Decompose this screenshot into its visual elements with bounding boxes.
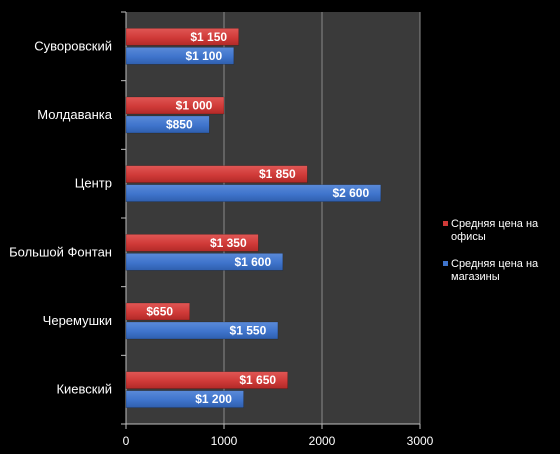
bar-offices bbox=[125, 165, 308, 183]
bar-offices bbox=[125, 302, 190, 321]
data-label: $1 600 bbox=[234, 255, 271, 269]
data-label: $1 100 bbox=[185, 49, 222, 63]
data-label: $1 150 bbox=[190, 30, 227, 44]
bar-offices bbox=[125, 96, 225, 115]
plot-area bbox=[126, 12, 420, 424]
category-label: Молдаванка bbox=[37, 107, 112, 122]
category-label: Суворовский bbox=[34, 38, 112, 53]
category-label: Большой Фонтан bbox=[9, 244, 112, 259]
x-tick-label: 1000 bbox=[211, 434, 238, 448]
legend-swatch bbox=[443, 261, 448, 266]
bar-shops bbox=[125, 184, 382, 202]
legend-label: Средняя цена на магазины bbox=[451, 258, 539, 283]
data-label: $1 650 bbox=[239, 373, 276, 387]
data-label: $1 850 bbox=[259, 167, 296, 181]
data-label: $1 350 bbox=[210, 236, 247, 250]
x-tick-label: 0 bbox=[123, 434, 130, 448]
data-label: $1 550 bbox=[230, 324, 267, 338]
bar-offices bbox=[125, 234, 259, 252]
bar-shops bbox=[125, 253, 284, 271]
bar-offices bbox=[125, 28, 239, 46]
category-label: Киевский bbox=[56, 382, 112, 397]
bar-shops bbox=[125, 47, 235, 65]
data-label: $650 bbox=[146, 305, 173, 319]
data-label: $1 200 bbox=[195, 392, 232, 406]
bar-shops bbox=[125, 321, 279, 340]
bar-shops bbox=[125, 390, 244, 408]
bar-shops bbox=[125, 115, 210, 134]
legend-label: Средняя цена на офисы bbox=[451, 218, 539, 243]
data-label: $850 bbox=[166, 118, 193, 132]
data-label: $1 000 bbox=[176, 99, 213, 113]
x-tick-label: 2000 bbox=[309, 434, 336, 448]
bar-offices bbox=[125, 371, 288, 389]
x-tick-label: 3000 bbox=[407, 434, 434, 448]
category-label: Центр bbox=[75, 176, 112, 191]
data-label: $2 600 bbox=[332, 186, 369, 200]
category-label: Черемушки bbox=[43, 313, 112, 328]
legend-swatch bbox=[443, 221, 448, 226]
